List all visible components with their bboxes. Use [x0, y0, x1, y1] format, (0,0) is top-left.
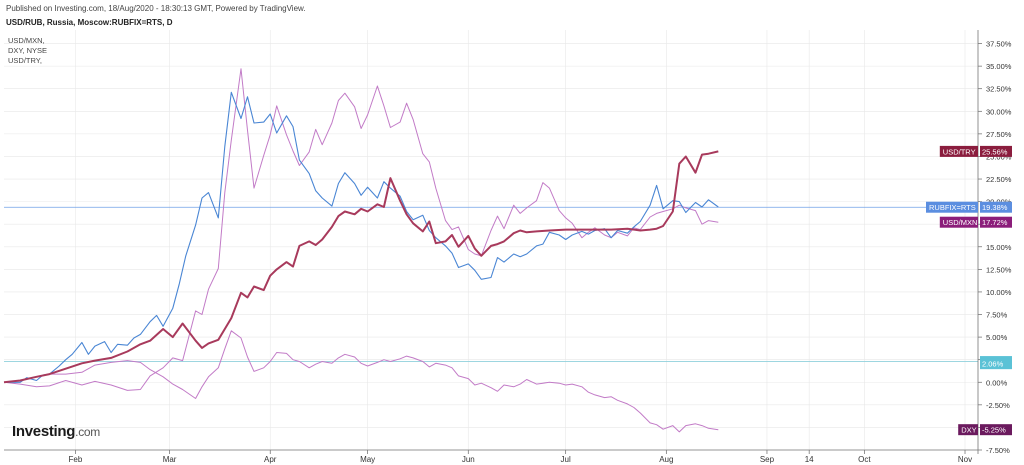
price-labels: 25.56% USD/TRY 19.38% RUBFIX=RTS 17.72% USD/M… [926, 145, 1012, 436]
y-tick-label: 30.00% [986, 107, 1012, 116]
overlay-item: USD/TRY, [8, 56, 42, 65]
series-lines [3, 68, 719, 433]
x-tick-label: Mar [163, 455, 177, 464]
price-value-label: 2.06% [982, 360, 1004, 369]
y-tick-label: 10.00% [986, 288, 1012, 297]
price-value-box [980, 145, 1012, 157]
x-tick-label: Jul [561, 455, 571, 464]
price-name-label: RUBFIX=RTS [929, 203, 976, 212]
price-value-label: -5.25% [982, 426, 1006, 435]
price-name-box [958, 424, 978, 436]
published-note: Published on Investing.com, 18/Aug/2020 … [6, 4, 306, 13]
x-tick-label: Sep [760, 455, 775, 464]
price-name-box [939, 216, 978, 228]
y-tick-label: -7.50% [986, 446, 1010, 455]
investing-logo[interactable]: Investing.com [12, 423, 100, 440]
symbol-title: USD/RUB, Russia, Moscow:RUBFIX=RTS, D [6, 18, 173, 27]
y-tick-label: 0.00% [986, 378, 1008, 387]
x-tick-label: Nov [958, 455, 972, 464]
y-tick-label: 35.00% [986, 62, 1012, 71]
price-name-box [939, 145, 978, 157]
y-tick-label: 27.50% [986, 130, 1012, 139]
logo-suffix: .com [75, 425, 100, 439]
y-tick-label: 12.50% [986, 265, 1012, 274]
x-tick-label: May [360, 455, 375, 464]
price-value-label: 25.56% [982, 147, 1008, 156]
price-value-box [980, 358, 1012, 370]
x-tick-label: Apr [264, 455, 277, 464]
overlay-item: USD/MXN, [8, 36, 45, 45]
x-tick-label: Aug [659, 455, 673, 464]
price-value-label: 19.38% [982, 203, 1008, 212]
y-tick-label: 37.50% [986, 40, 1012, 49]
price-value-box [980, 216, 1012, 228]
y-tick-label: 25.00% [986, 152, 1012, 161]
x-tick-label: Jun [462, 455, 475, 464]
y-tick-label: 15.00% [986, 243, 1012, 252]
overlay-list: USD/MXN, DXY, NYSE USD/TRY, [8, 36, 47, 66]
price-value-box [980, 424, 1012, 436]
price-name-label: DXY [961, 426, 976, 435]
series-line-dxy [3, 330, 719, 433]
series-line-rub [4, 91, 719, 383]
y-tick-label: 5.00% [986, 333, 1008, 342]
x-tick-label: Feb [69, 455, 83, 464]
reference-lines [4, 206, 978, 362]
overlay-item: DXY, NYSE [8, 46, 48, 55]
grid [4, 30, 978, 451]
y-tick-label: 7.50% [986, 311, 1008, 320]
y-tick-label: -2.50% [986, 401, 1010, 410]
price-value-box [980, 201, 1012, 213]
y-tick-label: 32.50% [986, 85, 1012, 94]
price-name-label: USD/TRY [943, 147, 976, 156]
series-line-try [3, 150, 719, 384]
logo-brand: Investing [12, 423, 76, 440]
price-name-box [926, 201, 978, 213]
price-value-label: 17.72% [982, 218, 1008, 227]
x-tick-label: Oct [858, 455, 871, 464]
price-name-label: USD/MXN [943, 218, 978, 227]
y-tick-label: 22.50% [986, 175, 1012, 184]
x-tick-label: 14 [805, 455, 814, 464]
